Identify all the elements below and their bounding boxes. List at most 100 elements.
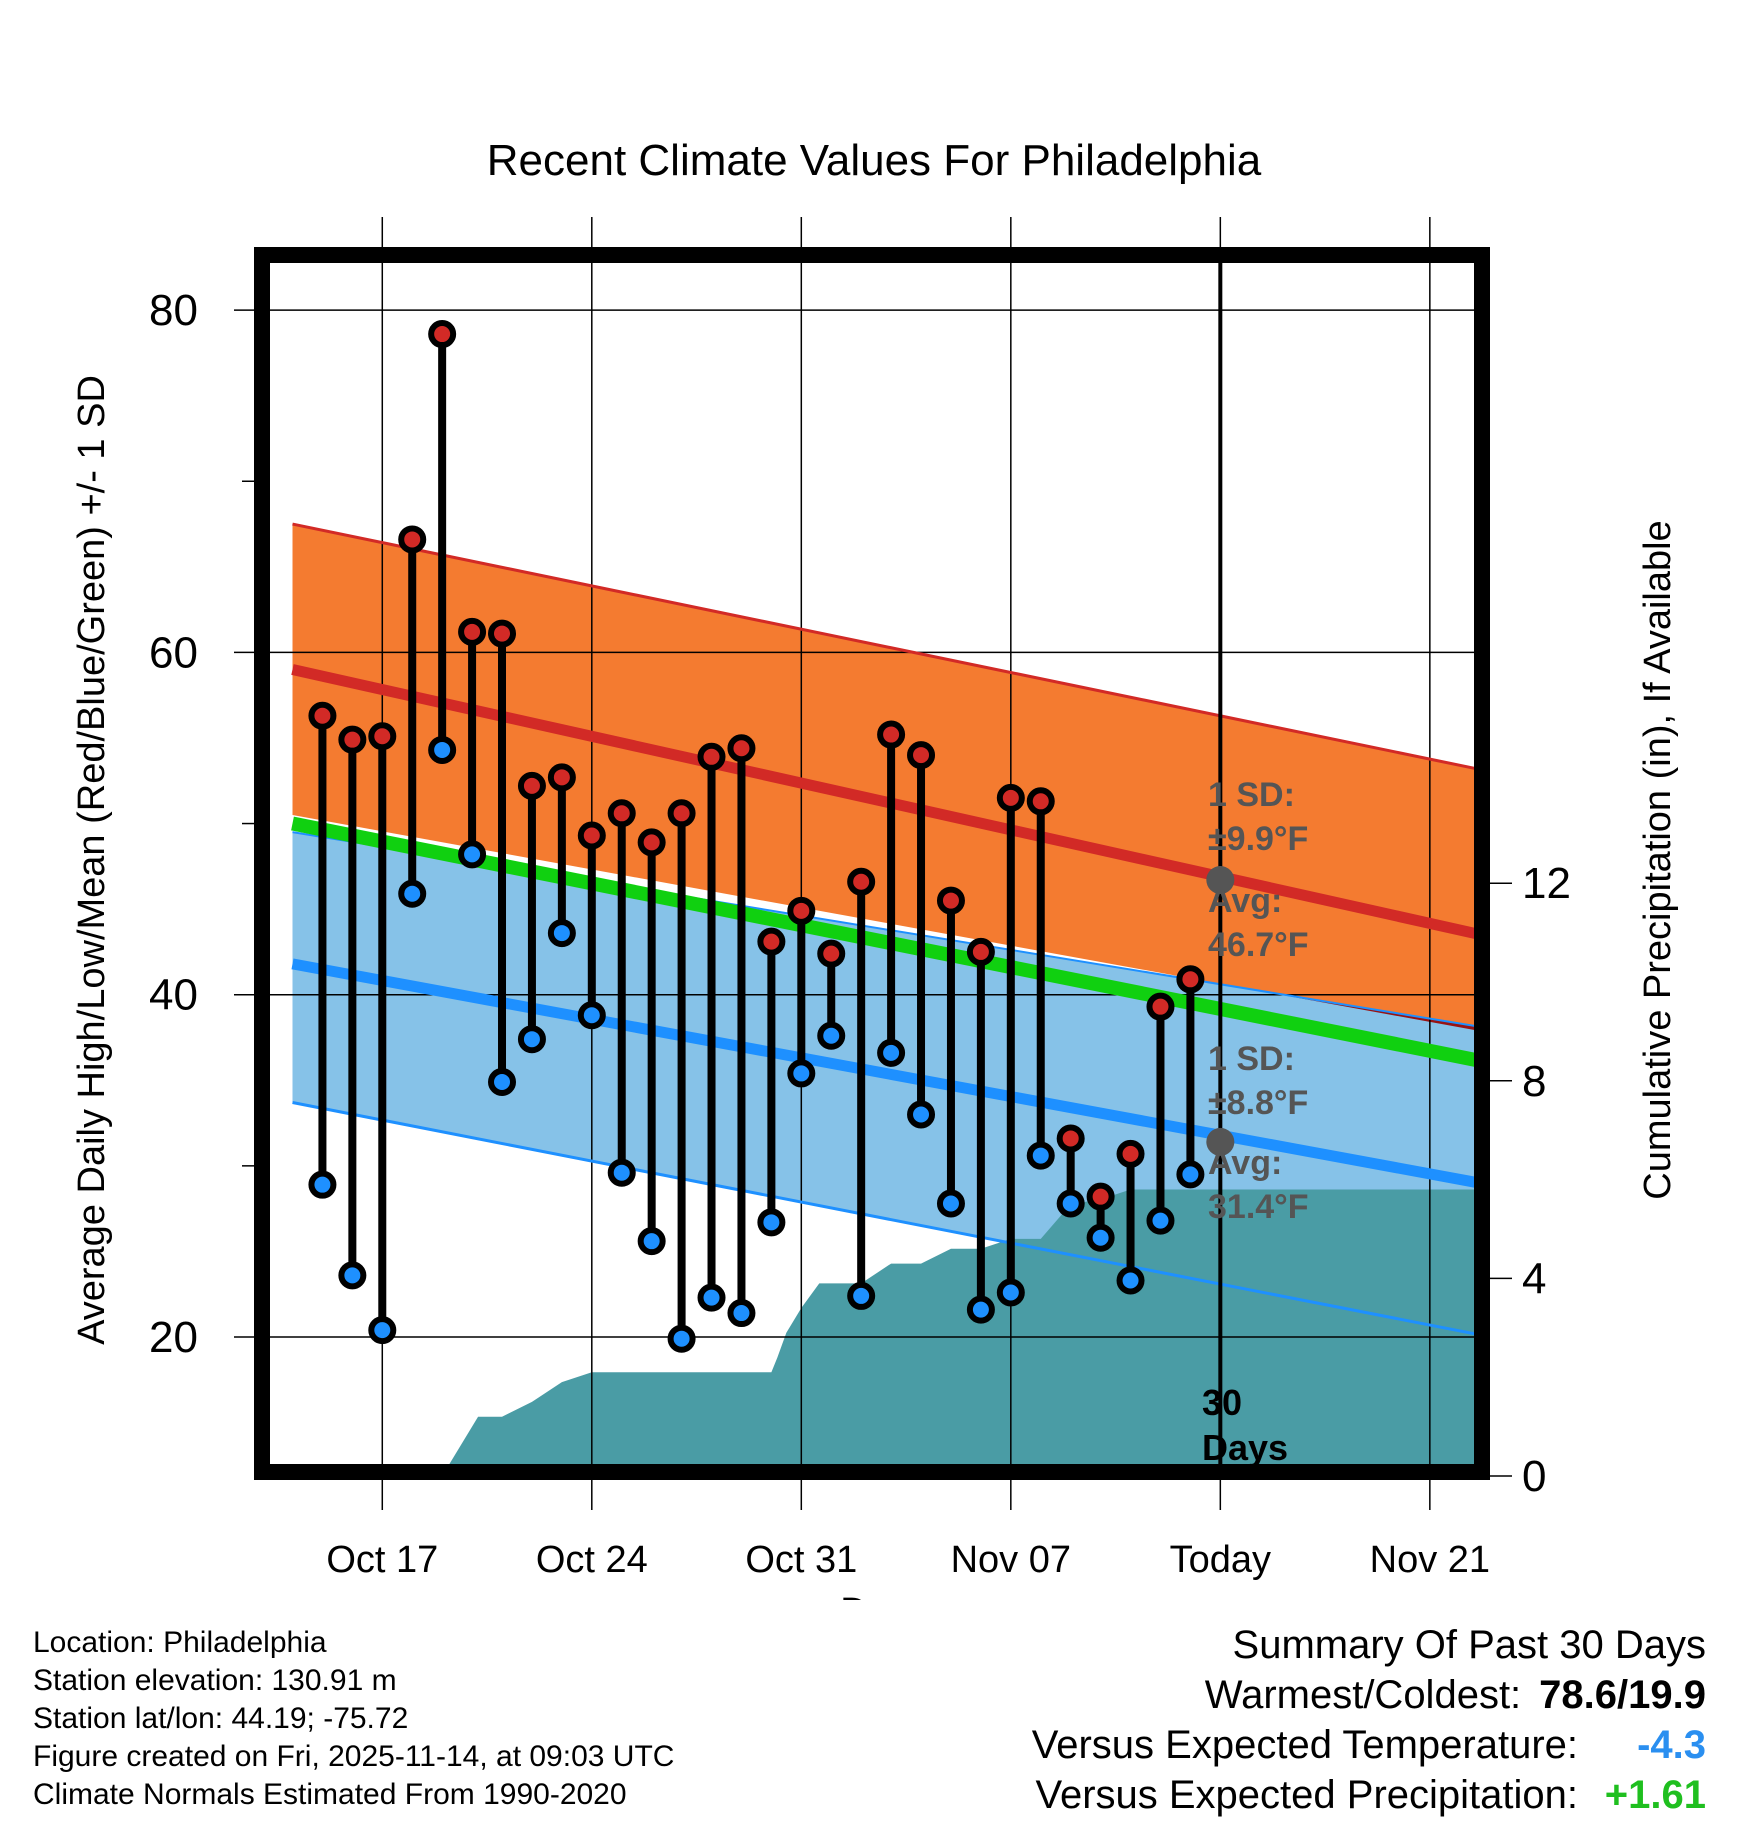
high-sd-label: 1 SD:	[1208, 776, 1295, 814]
frame-layer	[234, 217, 1512, 1510]
high-point	[308, 701, 337, 730]
low-point	[847, 1281, 876, 1310]
low-point	[757, 1208, 786, 1237]
low-point	[368, 1316, 397, 1345]
y2-tick-label: 0	[1522, 1452, 1546, 1501]
low-point	[488, 1067, 517, 1096]
low-point	[458, 840, 487, 869]
low-sd-annotation: 1 SD: ±8.8°F	[1208, 1040, 1308, 1122]
high-point	[817, 939, 846, 968]
low-point	[308, 1170, 337, 1199]
info-created: Figure created on Fri, 2025-11-14, at 09…	[33, 1740, 675, 1773]
y-axis-label: Average Daily High/Low/Mean (Red/Blue/Gr…	[71, 375, 113, 1345]
y2-tick-label: 8	[1522, 1057, 1546, 1106]
precip-label: Versus Expected Precipitation:	[1035, 1773, 1578, 1817]
high-point	[488, 619, 517, 648]
high-point	[727, 734, 756, 763]
high-point	[877, 720, 906, 749]
high-point	[428, 320, 457, 349]
high-point	[338, 725, 367, 754]
low-point	[1176, 1160, 1205, 1189]
low-point	[907, 1100, 936, 1129]
low-point	[966, 1295, 995, 1324]
high-point	[458, 617, 487, 646]
high-point	[936, 886, 965, 915]
low-point	[936, 1189, 965, 1218]
high-sd-annotation: 1 SD: ±9.9°F	[1208, 776, 1308, 858]
high-point	[577, 821, 606, 850]
sd-overlap-region	[1247, 988, 1482, 1032]
low-point	[1056, 1189, 1085, 1218]
low-point	[787, 1059, 816, 1088]
low-point	[1026, 1141, 1055, 1170]
today-low-avg-marker	[1206, 1127, 1235, 1156]
low-lower-edge	[292, 1101, 1482, 1337]
x-tick-label: Oct 17	[326, 1539, 438, 1581]
low-point	[697, 1283, 726, 1312]
summary-title: Summary Of Past 30 Days	[1232, 1623, 1706, 1667]
plot-frame	[254, 247, 1490, 1480]
precip-area	[444, 1189, 1482, 1472]
warm-cold-value: 78.6/19.9	[1539, 1673, 1706, 1717]
x-tick-label: Nov 21	[1370, 1539, 1490, 1581]
low-point	[727, 1299, 756, 1328]
low-avg-value: 31.4°F	[1208, 1188, 1309, 1226]
high-point	[1056, 1124, 1085, 1153]
high-point	[637, 828, 666, 857]
high-sd-value: ±9.9°F	[1208, 820, 1308, 858]
x-tick-label: Nov 07	[951, 1539, 1071, 1581]
low-point	[1116, 1266, 1145, 1295]
y2-axis-label: Cumulative Precipitation (in), If Availa…	[1637, 520, 1679, 1199]
low-point	[547, 919, 576, 948]
low-point	[996, 1278, 1025, 1307]
high-point	[787, 896, 816, 925]
high-upper-edge	[292, 522, 1482, 772]
y-tick-label: 80	[149, 286, 198, 335]
low-point	[607, 1158, 636, 1187]
points-layer	[308, 320, 1235, 1353]
text-layer: Recent Climate Values For Philadelphia D…	[71, 136, 1679, 1600]
days-word: Days	[1202, 1427, 1288, 1468]
low-point	[1146, 1206, 1175, 1235]
days-count: 30	[1202, 1382, 1242, 1423]
summary-temp: Versus Expected Temperature: -4.3	[1032, 1720, 1706, 1770]
summary-panel: Summary Of Past 30 Days Warmest/Coldest:…	[1032, 1620, 1706, 1820]
y2-tick-label: 12	[1522, 859, 1571, 908]
x-axis-label: Day	[840, 1591, 908, 1600]
high-point	[517, 771, 546, 800]
low-avg-label: Avg:	[1208, 1144, 1282, 1182]
low-point	[877, 1038, 906, 1067]
high-point	[1176, 965, 1205, 994]
low-point	[817, 1021, 846, 1050]
low-sd-label: 1 SD:	[1208, 1040, 1295, 1078]
y-tick-label: 60	[149, 628, 198, 677]
info-latlon: Station lat/lon: 44.19; -75.72	[33, 1702, 409, 1735]
low-point	[428, 735, 457, 764]
high-point	[1026, 787, 1055, 816]
high-avg-value: 46.7°F	[1208, 926, 1309, 964]
low-point	[637, 1227, 666, 1256]
low-point	[398, 879, 427, 908]
high-point	[1146, 992, 1175, 1021]
high-point	[1086, 1182, 1115, 1211]
low-point	[517, 1025, 546, 1054]
days-annotation: 30 Days	[1202, 1382, 1288, 1468]
y-tick-label: 20	[149, 1313, 198, 1362]
today-high-avg-marker	[1206, 866, 1235, 895]
info-normals: Climate Normals Estimated From 1990-2020	[33, 1778, 627, 1811]
summary-precip: Versus Expected Precipitation: +1.61	[1032, 1770, 1706, 1820]
low-point	[667, 1324, 696, 1353]
high-point	[757, 927, 786, 956]
high-point	[1116, 1139, 1145, 1168]
x-tick-label: Oct 24	[536, 1539, 648, 1581]
temp-value: -4.3	[1637, 1723, 1706, 1767]
low-point	[577, 1001, 606, 1030]
high-point	[966, 937, 995, 966]
info-elevation: Station elevation: 130.91 m	[33, 1664, 397, 1697]
high-point	[607, 799, 636, 828]
high-point	[368, 722, 397, 751]
summary-warm-cold: Warmest/Coldest: 78.6/19.9	[1032, 1670, 1706, 1720]
low-sd-value: ±8.8°F	[1208, 1084, 1308, 1122]
y2-tick-label: 4	[1522, 1254, 1546, 1303]
high-point	[398, 525, 427, 554]
